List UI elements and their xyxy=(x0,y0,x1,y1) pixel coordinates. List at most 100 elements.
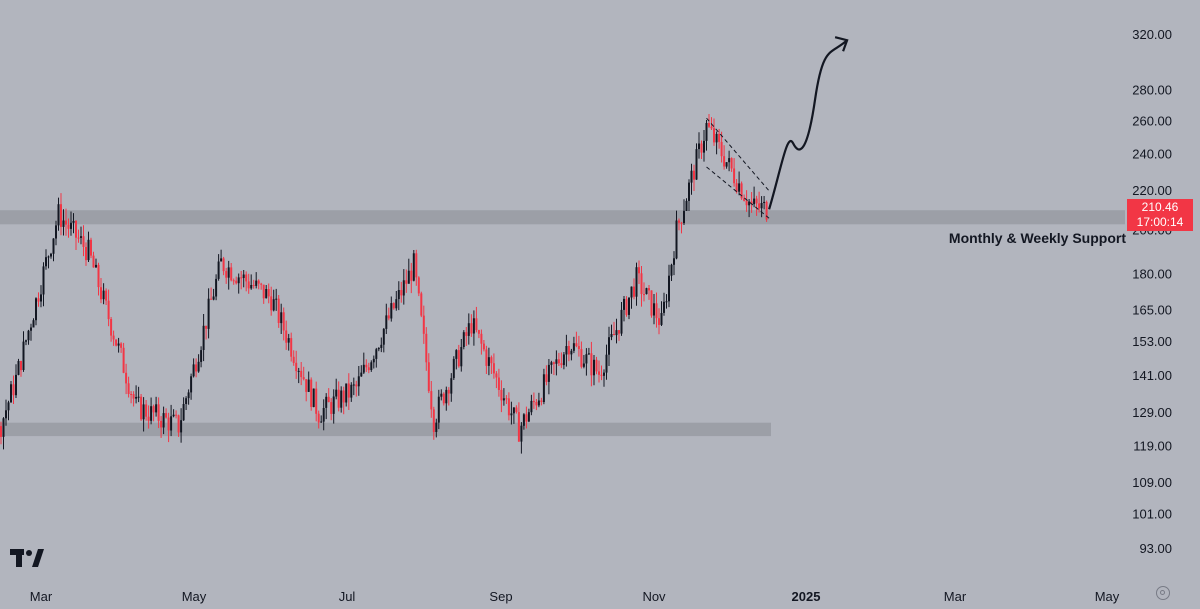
candle xyxy=(547,359,550,395)
candle xyxy=(240,271,243,290)
candle xyxy=(703,130,705,162)
candle xyxy=(187,389,190,405)
last-price-tag: 210.46 17:00:14 xyxy=(1127,199,1193,231)
candle xyxy=(545,365,548,386)
candle xyxy=(442,392,445,406)
candle xyxy=(305,379,308,402)
candle xyxy=(645,287,648,295)
candle xyxy=(397,281,400,311)
candle xyxy=(462,330,465,350)
candle xyxy=(290,332,293,362)
projection-arrow-path xyxy=(768,39,848,210)
candle xyxy=(608,326,610,366)
candle xyxy=(195,358,198,378)
candle xyxy=(405,269,408,293)
candle xyxy=(325,393,328,420)
candle xyxy=(65,208,67,236)
candle xyxy=(730,157,733,172)
candle xyxy=(367,362,370,374)
candle xyxy=(633,278,635,300)
candle xyxy=(142,397,145,432)
candle xyxy=(455,349,458,370)
candle xyxy=(400,281,403,303)
candle xyxy=(365,359,368,372)
candle xyxy=(357,366,360,396)
candle xyxy=(92,251,95,268)
candle xyxy=(145,400,148,421)
price-axis[interactable]: 320.00280.00260.00240.00220.00200.00180.… xyxy=(1132,27,1172,556)
candle xyxy=(705,120,708,151)
candle xyxy=(177,414,180,437)
candle xyxy=(500,380,503,413)
candle xyxy=(287,333,290,351)
candle xyxy=(470,314,473,337)
candle xyxy=(37,292,40,307)
candle xyxy=(663,292,665,316)
candle xyxy=(628,297,630,320)
candle xyxy=(482,340,485,352)
candle xyxy=(522,413,525,430)
candle xyxy=(17,358,20,376)
candle xyxy=(630,286,633,309)
candle xyxy=(640,266,643,307)
candle xyxy=(262,284,265,304)
price-tick-label: 93.00 xyxy=(1139,541,1172,556)
candle xyxy=(350,382,353,402)
candle xyxy=(527,408,530,423)
candle xyxy=(512,407,515,424)
candle xyxy=(502,388,505,406)
candle xyxy=(450,373,453,402)
candle xyxy=(155,396,158,417)
candle xyxy=(447,387,450,406)
candle xyxy=(90,237,92,259)
candle xyxy=(345,383,348,407)
tradingview-logo[interactable] xyxy=(10,549,44,569)
time-axis[interactable]: Mar May Jul Sep Nov 2025 Mar May xyxy=(30,589,1120,604)
candle xyxy=(167,412,170,443)
candle xyxy=(432,406,435,440)
candle xyxy=(40,285,42,308)
candle xyxy=(375,347,378,368)
settings-icon[interactable] xyxy=(1156,586,1170,600)
candle xyxy=(748,199,751,218)
candle xyxy=(758,191,761,213)
candle xyxy=(377,347,380,352)
candle xyxy=(743,194,746,202)
candle xyxy=(27,329,30,345)
candle xyxy=(250,274,253,290)
candle xyxy=(430,381,433,418)
price-tick-label: 101.00 xyxy=(1132,507,1172,522)
candle xyxy=(200,346,203,368)
candle xyxy=(132,391,135,407)
candle xyxy=(515,405,518,414)
candle xyxy=(55,220,57,246)
candle xyxy=(695,143,698,180)
candle xyxy=(182,397,185,421)
candle xyxy=(137,386,140,403)
candle xyxy=(668,264,670,308)
price-tick-label: 280.00 xyxy=(1132,83,1172,98)
candle xyxy=(555,350,558,376)
candle xyxy=(565,334,568,367)
candle xyxy=(267,283,270,304)
candle xyxy=(718,128,721,149)
candle xyxy=(753,186,756,208)
candle xyxy=(422,305,425,344)
candle xyxy=(347,373,350,410)
candle xyxy=(678,218,680,231)
candle xyxy=(437,389,440,430)
candle xyxy=(237,273,240,294)
candle xyxy=(763,196,766,210)
candle xyxy=(112,330,115,346)
channel-top-line xyxy=(706,117,770,192)
candle xyxy=(745,190,748,212)
candle xyxy=(590,341,593,387)
candle xyxy=(115,339,118,347)
candle xyxy=(407,258,410,284)
candle xyxy=(220,249,223,262)
candle xyxy=(147,405,150,429)
candle xyxy=(680,221,683,234)
candle xyxy=(217,254,220,281)
